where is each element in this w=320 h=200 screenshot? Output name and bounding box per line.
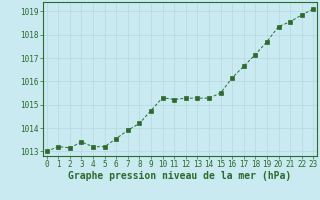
X-axis label: Graphe pression niveau de la mer (hPa): Graphe pression niveau de la mer (hPa): [68, 171, 292, 181]
